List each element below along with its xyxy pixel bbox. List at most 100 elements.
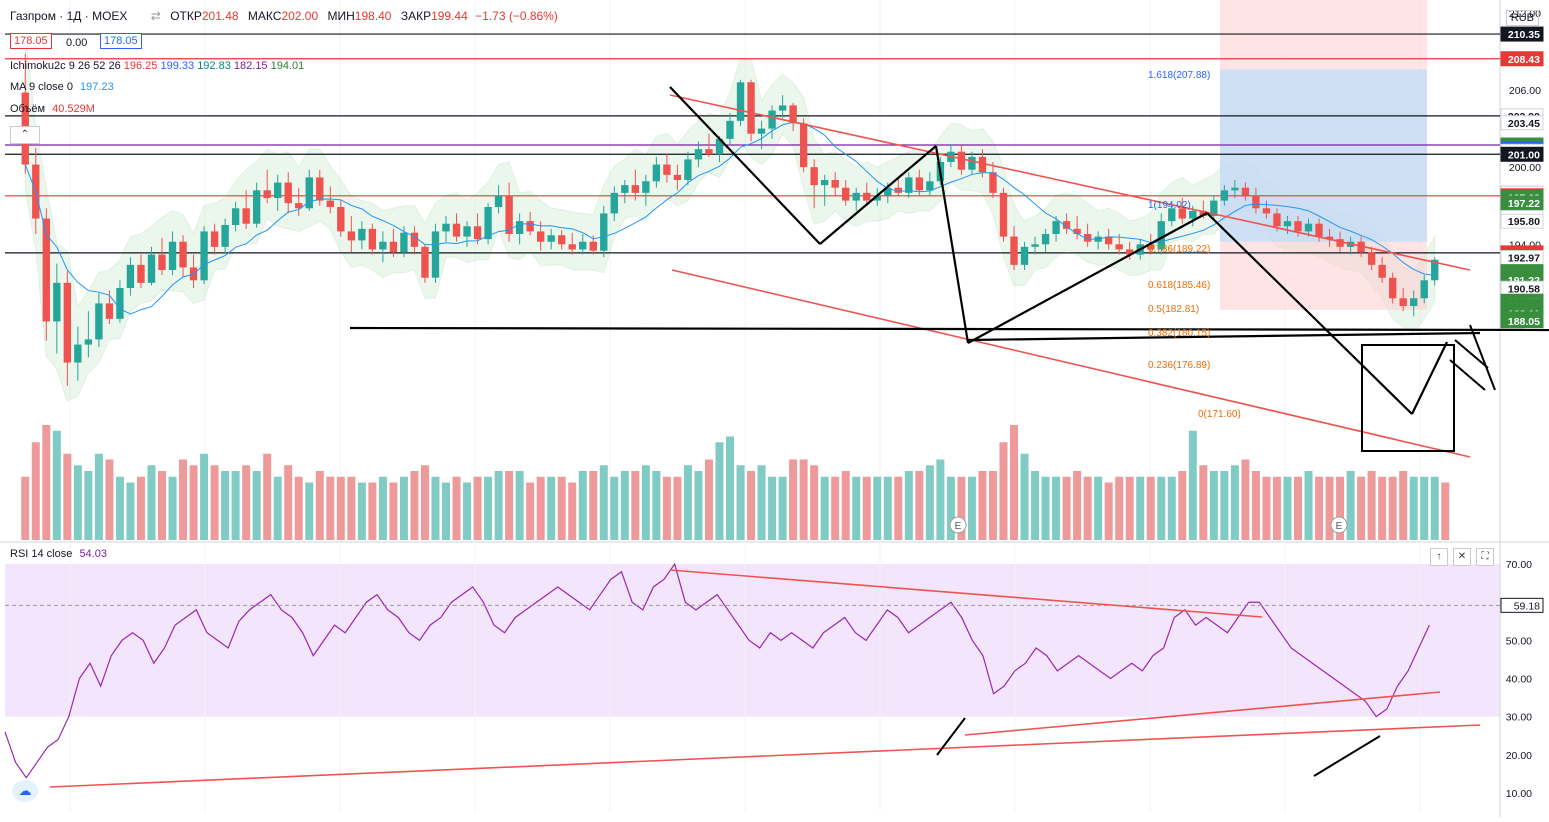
candle-body [1388,277,1397,299]
bid-price-box[interactable]: 178.05 [10,33,52,49]
candle-body [473,226,482,240]
rsi-value: 54.03 [79,548,107,560]
volume-bar [1241,459,1250,540]
change-value: −1.73 (−0.86%) [475,9,558,23]
volume-bar [841,471,850,540]
volume-bar [1251,471,1260,540]
volume-bar [673,476,682,540]
volume-legend[interactable]: Объём 40.529M [10,103,95,115]
volume-bar [852,476,861,540]
ask-price-box[interactable]: 178.05 [100,33,142,49]
candle-body [1325,236,1334,240]
annotation-arrow [1449,359,1486,391]
candle-body [694,149,703,160]
price-label: 197.22 [1508,198,1540,210]
ichimoku-legend[interactable]: Ichimoku2c 9 26 52 26 196.25 199.33 192.… [10,60,304,72]
candle-body [1431,259,1439,281]
candle-body [1041,234,1050,245]
candle-body [789,105,797,124]
volume-bar [1315,476,1324,540]
volume-bar [547,476,556,540]
volume-bar [683,465,692,540]
compare-icon[interactable]: ⇄ [150,9,161,23]
volume-bar [1336,476,1345,540]
pane-maximize-icon[interactable]: ⛶ [1476,548,1494,566]
volume-bar [221,471,230,540]
candle-body [368,228,377,250]
pane-up-icon[interactable]: ↑ [1430,548,1448,566]
volume-bar [1357,476,1366,540]
highlight-box [1361,344,1455,452]
volume-bar [368,482,377,540]
ma-legend[interactable]: MA 9 close 0 197.23 [10,81,114,93]
collapse-legend-icon[interactable]: ⌃ [10,126,40,144]
volume-bar [168,476,177,540]
price-label-box [1500,195,1544,211]
candle-body [379,241,387,250]
volume-bar [873,476,882,540]
candle-body [63,282,72,363]
candle-body [147,254,156,283]
volume-bar [420,465,429,540]
candle-body [1231,187,1239,191]
pattern-line [349,326,1549,332]
volume-bar [1146,476,1155,540]
volume-bar [915,471,924,540]
volume-bar [1220,471,1229,540]
tradingview-logo-icon[interactable]: ☁ [12,780,38,802]
volume-bar [778,476,787,540]
volume-bar [925,465,934,540]
candle-body [842,187,850,201]
volume-bar [189,465,198,540]
candle-body [263,190,271,198]
earnings-icon [1330,516,1348,534]
candle-body [736,82,745,121]
volume-bar [789,459,798,540]
currency-badge[interactable]: RUB [1505,10,1539,26]
candle-body [53,282,61,322]
price-tick: 200.00 [1509,162,1541,174]
candle-body [568,244,576,250]
candle-body [1273,213,1281,227]
candle-body [274,182,282,198]
candle-body [778,105,787,111]
price-label: 201.00 [1508,149,1540,161]
volume-bar [599,465,608,540]
volume-bar [1441,482,1450,540]
candle-body [642,181,650,193]
candle-body [1083,234,1092,242]
trend-line [671,269,1471,458]
annotation-arrow [936,717,966,756]
candle-body [705,149,713,155]
volume-bar [1020,453,1029,540]
pattern-line [1411,341,1448,415]
volume-bar [105,459,114,540]
symbol-title[interactable]: Газпром · 1Д · MOEX [10,9,128,23]
volume-bar [284,465,293,540]
volume-bar [904,471,913,540]
candle-body [1189,210,1197,219]
volume-bar [799,459,808,540]
rsi-legend[interactable]: RSI 14 close 54.03 [10,548,107,560]
volume-bar [505,471,514,540]
candle-body [1062,221,1071,229]
pane-close-icon[interactable]: ✕ [1453,548,1471,566]
candle-body [600,213,608,251]
candle-body [1294,221,1302,232]
volume-bar [1136,476,1145,540]
candle-body [978,156,987,173]
volume-bar [158,471,166,540]
fib-label: 1(194.02) [1148,200,1191,211]
candle-body [715,138,724,155]
price-label-box [1500,26,1544,42]
candle-body [989,172,997,193]
candle-body [820,180,829,186]
pattern-line [819,145,937,245]
volume-bar [357,482,366,540]
volume-bar [1167,476,1176,540]
volume-bar [1272,476,1281,540]
volume-bar [831,476,840,540]
volume-bar [463,482,472,540]
